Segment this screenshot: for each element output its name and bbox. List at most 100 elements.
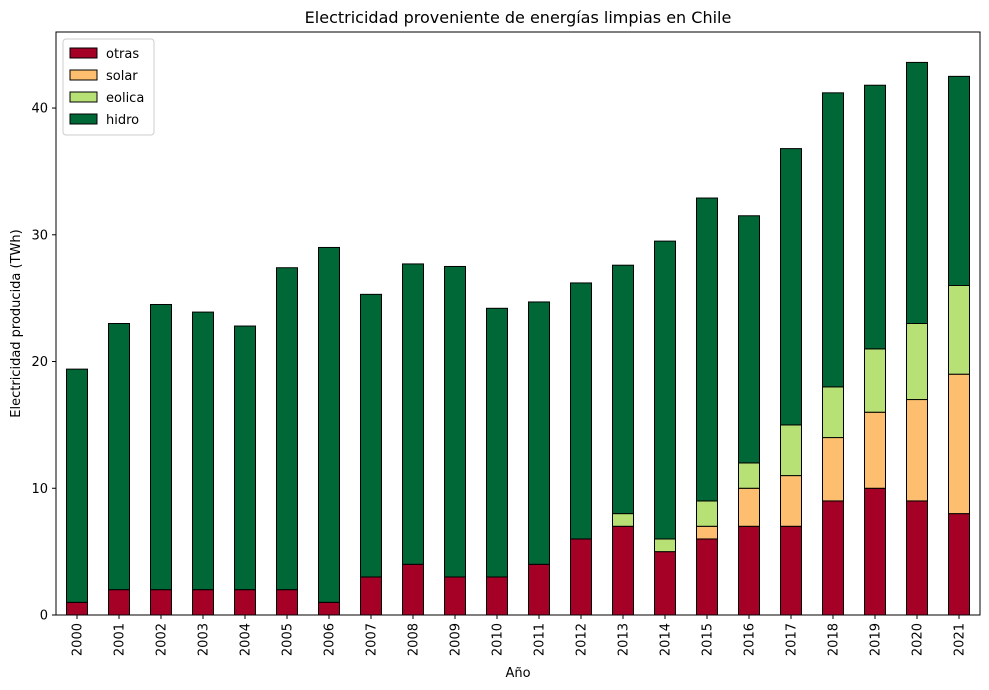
bar-hidro-2011 [528, 301, 550, 565]
legend-swatch-otras [69, 47, 98, 59]
bar-otras-2004 [234, 589, 256, 616]
bar-hidro-2017 [780, 148, 802, 426]
bar-hidro-2008 [402, 263, 424, 565]
x-axis-ticks: 2000 2001 2002 2003 2004 2005 2006 2007 2008 2009… [71, 615, 968, 656]
x-tick-label: 2001 [113, 623, 128, 656]
x-tick-label: 2020 [911, 623, 926, 656]
y-tick-label: 10 [31, 482, 48, 497]
bar-solar-2021 [948, 373, 970, 515]
bar-solar-2015 [696, 525, 718, 540]
x-axis-label: Año [505, 666, 530, 681]
legend-swatch-solar [69, 69, 98, 81]
bar-hidro-2003 [192, 311, 214, 591]
x-tick-label: 2009 [449, 623, 464, 656]
bar-hidro-2020 [906, 61, 928, 325]
bar-hidro-2010 [486, 307, 508, 578]
y-tick-label: 30 [31, 228, 48, 243]
bar-otras-2013 [612, 525, 634, 616]
bar-hidro-2002 [150, 303, 172, 591]
y-axis-label: Electricidad producida (TWh) [9, 229, 24, 417]
bar-hidro-2014 [654, 240, 676, 540]
bar-solar-2017 [780, 475, 802, 527]
bar-eolica-2021 [948, 284, 970, 375]
y-tick-label: 20 [31, 355, 48, 370]
bar-eolica-2016 [738, 462, 760, 489]
bar-otras-2005 [276, 589, 298, 616]
x-tick-label: 2000 [71, 623, 86, 656]
bar-eolica-2013 [612, 513, 634, 527]
bar-otras-2019 [864, 487, 886, 616]
bar-hidro-2016 [738, 215, 760, 464]
bar-eolica-2018 [822, 386, 844, 439]
bar-otras-2002 [150, 589, 172, 616]
bar-eolica-2014 [654, 538, 676, 553]
bar-hidro-2004 [234, 325, 256, 591]
legend-swatch-hidro [69, 113, 98, 125]
x-tick-label: 2010 [491, 623, 506, 656]
x-tick-label: 2005 [281, 623, 296, 656]
bar-otras-2009 [444, 576, 466, 616]
legend-label-hidro: hidro [106, 113, 139, 128]
bar-hidro-2018 [822, 92, 844, 388]
bar-solar-2018 [822, 437, 844, 502]
x-tick-label: 2004 [239, 623, 254, 656]
bar-otras-2015 [696, 538, 718, 616]
x-tick-label: 2017 [785, 623, 800, 656]
x-tick-label: 2012 [575, 623, 590, 656]
bar-hidro-2021 [948, 75, 970, 286]
bar-hidro-2009 [444, 265, 466, 578]
legend-label-otras: otras [106, 47, 139, 62]
bars-group [66, 61, 970, 616]
bar-otras-2016 [738, 525, 760, 616]
bar-otras-2014 [654, 551, 676, 616]
bar-solar-2020 [906, 399, 928, 502]
bar-otras-2018 [822, 500, 844, 616]
bar-otras-2003 [192, 589, 214, 616]
x-tick-label: 2014 [659, 623, 674, 656]
x-tick-label: 2016 [743, 623, 758, 656]
legend-box [62, 38, 155, 136]
x-tick-label: 2018 [827, 623, 842, 656]
bar-otras-2011 [528, 563, 550, 616]
x-tick-label: 2002 [155, 623, 170, 656]
bar-hidro-2005 [276, 267, 298, 591]
bar-solar-2016 [738, 487, 760, 527]
x-tick-label: 2006 [323, 623, 338, 656]
x-tick-label: 2011 [533, 623, 548, 656]
x-tick-label: 2019 [869, 623, 884, 656]
bar-otras-2020 [906, 500, 928, 616]
y-axis-ticks: 0 10 20 30 40 [31, 102, 56, 624]
legend-label-solar: solar [106, 69, 138, 84]
plot-frame [55, 31, 981, 616]
bar-eolica-2015 [696, 500, 718, 527]
bar-hidro-2001 [108, 323, 130, 591]
bar-hidro-2000 [66, 368, 88, 603]
bar-otras-2006 [318, 601, 340, 616]
bar-otras-2008 [402, 563, 424, 616]
bar-hidro-2012 [570, 282, 592, 540]
bar-solar-2019 [864, 411, 886, 489]
bar-otras-2012 [570, 538, 592, 616]
y-tick-label: 40 [31, 102, 48, 117]
y-tick-label: 0 [40, 609, 48, 624]
bar-otras-2017 [780, 525, 802, 616]
bar-eolica-2020 [906, 323, 928, 401]
bar-otras-2007 [360, 576, 382, 616]
bar-otras-2021 [948, 513, 970, 616]
bar-eolica-2017 [780, 424, 802, 477]
bar-hidro-2007 [360, 293, 382, 578]
bar-eolica-2019 [864, 348, 886, 413]
bar-hidro-2006 [318, 246, 340, 603]
bar-otras-2000 [66, 601, 88, 616]
legend-label-eolica: eolica [106, 91, 144, 106]
legend: otras solar eolica hidro [62, 38, 155, 136]
bar-hidro-2019 [864, 84, 886, 350]
bar-hidro-2015 [696, 197, 718, 502]
bar-hidro-2013 [612, 264, 634, 515]
legend-swatch-eolica [69, 91, 98, 103]
x-tick-label: 2021 [953, 623, 968, 656]
x-tick-label: 2013 [617, 623, 632, 656]
bar-otras-2001 [108, 589, 130, 616]
x-tick-label: 2015 [701, 623, 716, 656]
